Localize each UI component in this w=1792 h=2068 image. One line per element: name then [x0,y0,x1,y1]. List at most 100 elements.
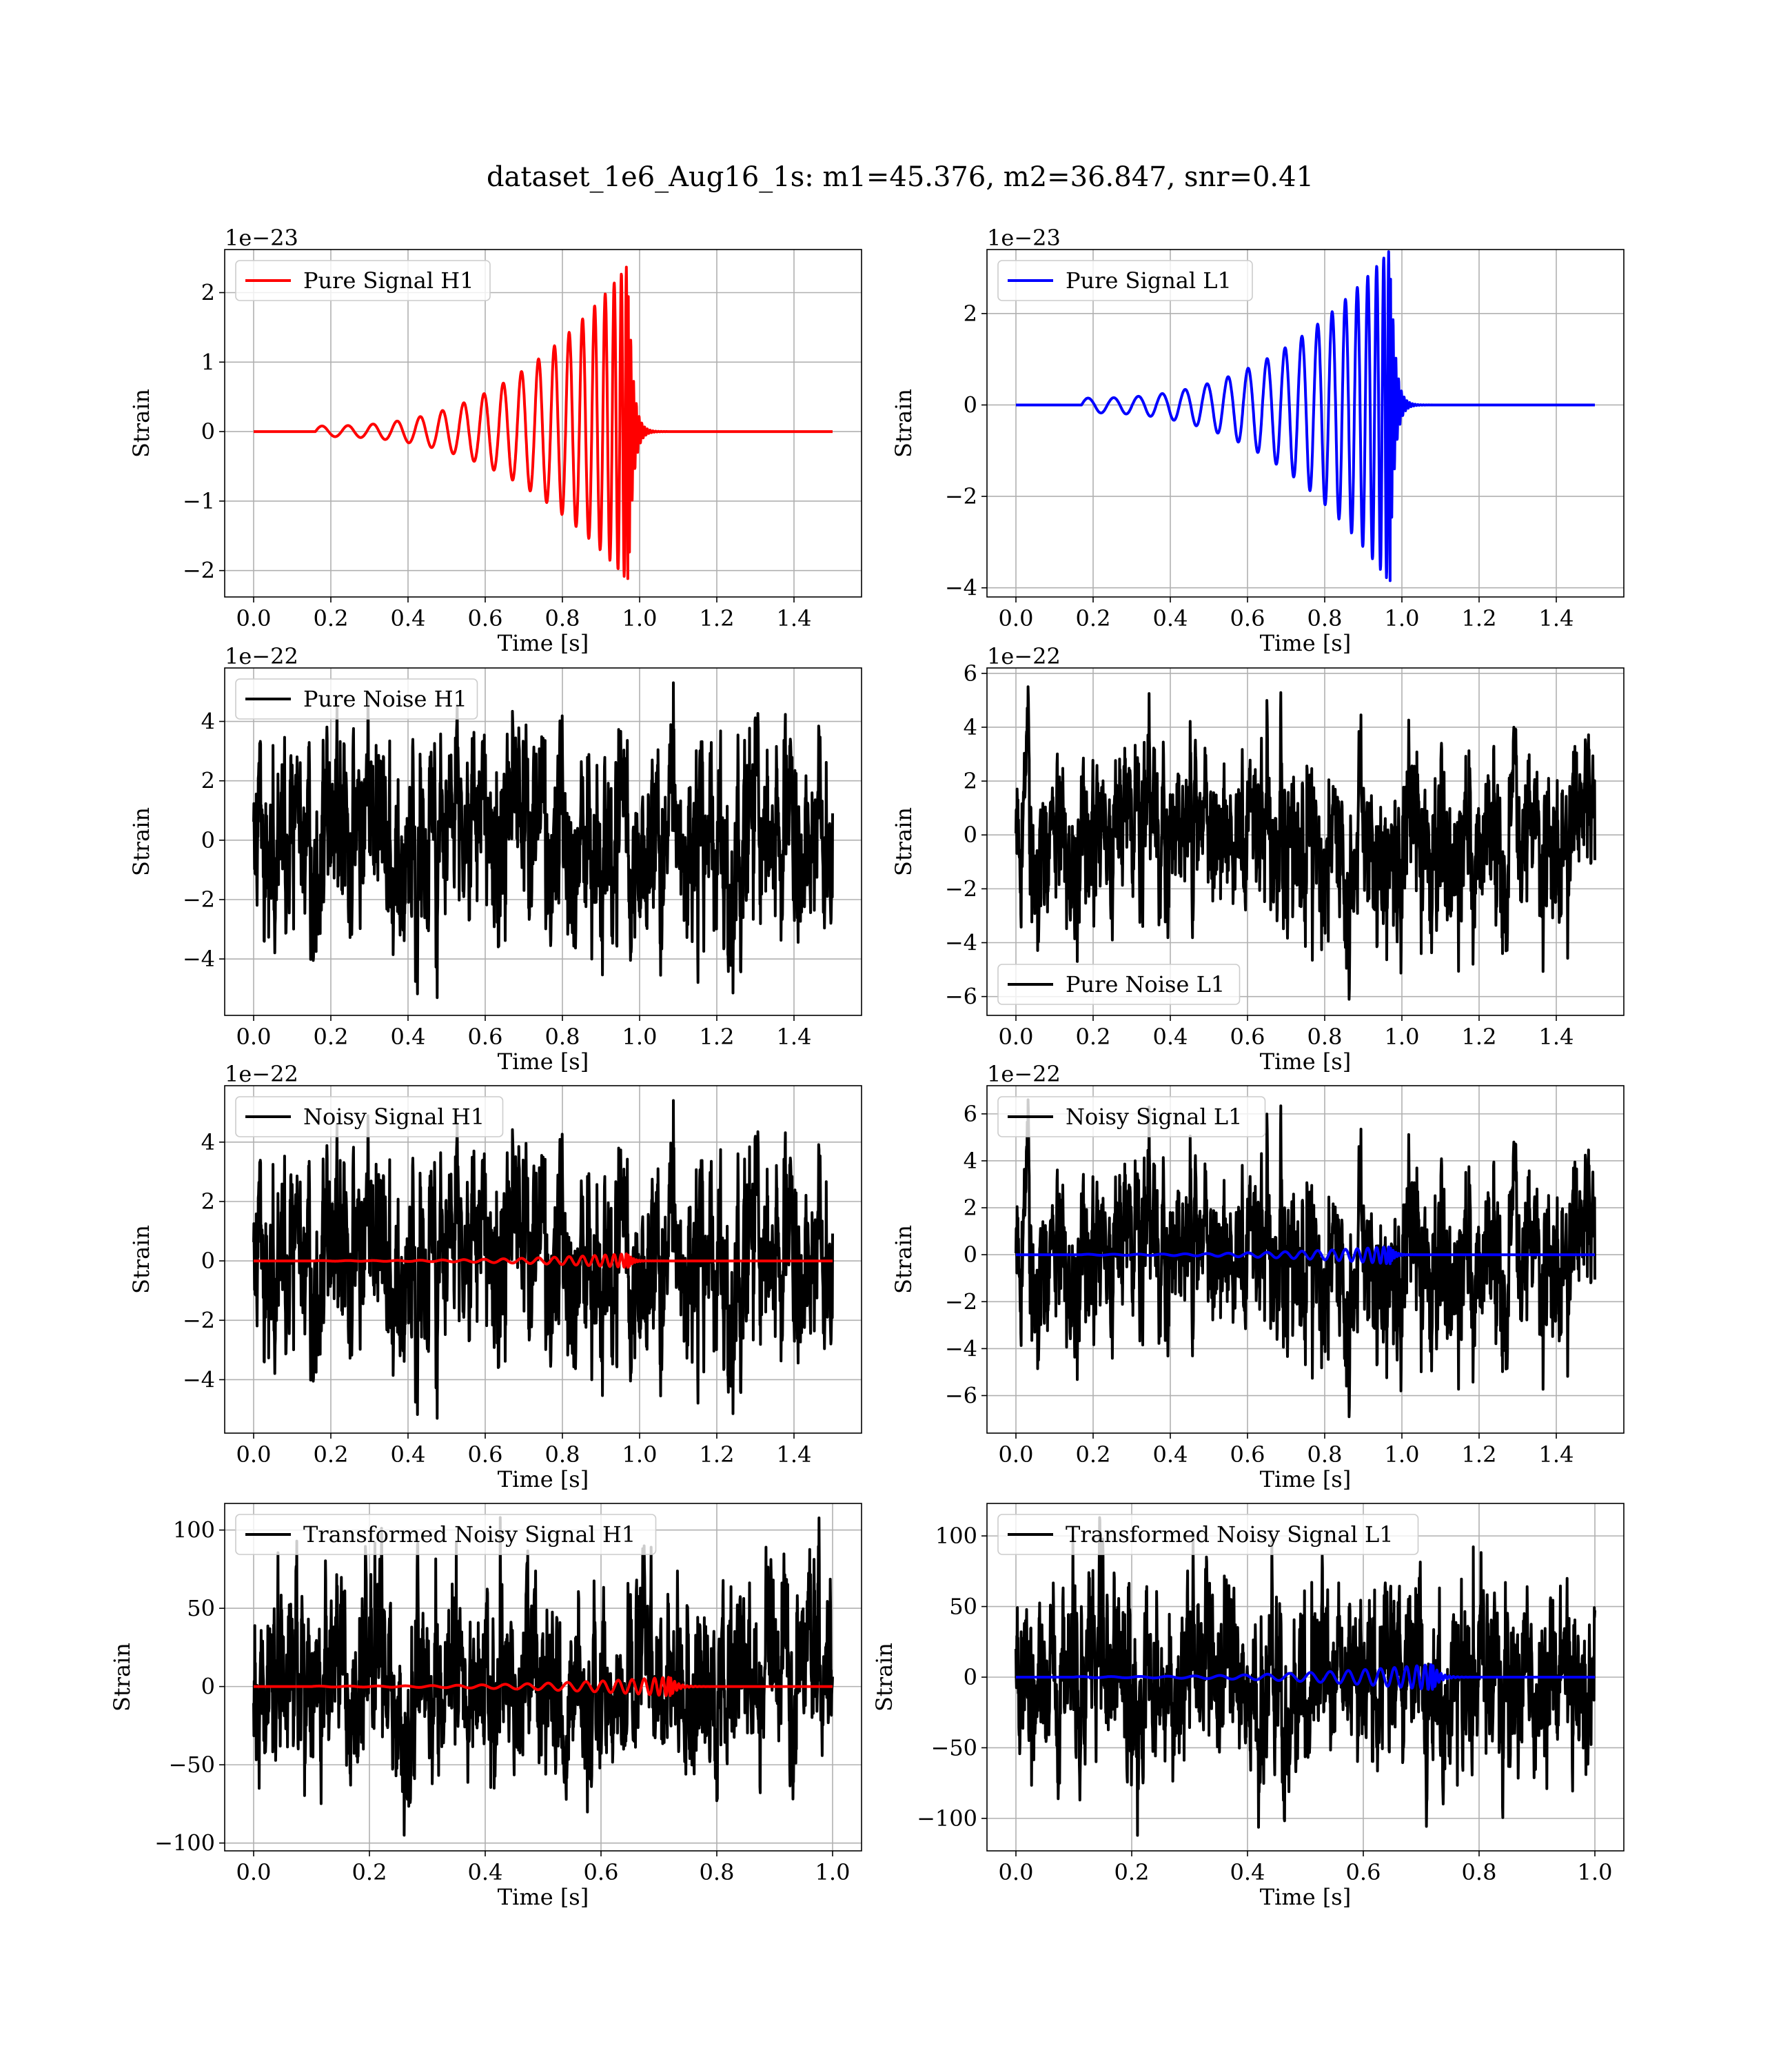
subplot-7: 0.0 0.2 0.4 0.6 0.8 1.0 −100 −50 0 50 100 Time [s] S… [109,1503,862,1910]
x-tick-label: 0.2 [314,1024,349,1050]
legend-box [235,678,478,720]
legend-box [997,260,1253,301]
signal-line [252,1253,834,1269]
subplot-4: 0.0 0.2 0.4 0.6 0.8 1.0 1.2 1.4 −6 −4 −2 0 2 4 6 Time [… [890,643,1625,1075]
x-tick-label: 1.0 [622,1024,658,1050]
x-tick-label: 0.8 [545,1441,580,1468]
x-tick-label: 1.0 [1385,1024,1420,1050]
y-tick-label: −2 [945,875,977,902]
y-tick-label: 0 [201,418,215,445]
x-tick-label: 0.2 [352,1859,387,1885]
legend-label: Transformed Noisy Signal L1 [1066,1521,1394,1548]
x-axis-label: Time [s] [498,630,589,656]
x-tick-label: 1.0 [622,1441,658,1468]
x-tick-label: 0.6 [1230,1441,1265,1468]
x-tick-label: 0.0 [236,1024,272,1050]
y-axis-label: Strain [128,1225,154,1294]
series-group [1015,685,1596,1001]
x-tick-label: 1.4 [777,1024,812,1050]
y-tick-label: −2 [183,1307,215,1333]
y-axis-label: Strain [128,389,154,458]
y-offset-label: 1e−23 [987,225,1061,251]
axes-frame [224,249,862,598]
x-tick-label: 0.6 [468,1024,503,1050]
legend-box [235,1096,504,1137]
x-tick-label: 0.0 [999,1024,1034,1050]
legend: Pure Noise L1 [997,964,1241,1005]
axes-frame [224,1085,862,1434]
x-tick-label: 1.0 [815,1859,851,1885]
x-tick-label: 0.6 [584,1859,619,1885]
noise-line [252,1516,834,1837]
axes-frame [986,249,1625,598]
y-tick-label: 6 [964,1101,977,1127]
legend: Noisy Signal L1 [997,1096,1266,1137]
x-tick-label: 0.0 [236,605,272,631]
subplot-8: 0.0 0.2 0.4 0.6 0.8 1.0 −100 −50 0 50 100 Time [s] S… [871,1503,1625,1910]
y-tick-label: 2 [201,768,215,794]
x-tick-label: 1.2 [700,1024,735,1050]
legend: Pure Signal L1 [997,260,1253,301]
axes-frame [986,667,1625,1016]
x-tick-label: 0.2 [1076,1024,1111,1050]
x-tick-label: 1.4 [1539,1441,1574,1468]
y-tick-label: −6 [945,1383,977,1409]
x-tick-label: 1.2 [700,1441,735,1468]
legend-label: Noisy Signal L1 [1066,1104,1243,1130]
x-tick-label: 1.0 [1385,605,1420,631]
x-axis-label: Time [s] [1260,1466,1351,1492]
y-tick-label: 100 [173,1517,215,1543]
x-tick-label: 0.4 [391,1441,426,1468]
x-tick-label: 0.8 [545,605,580,631]
y-tick-label: 4 [201,709,215,735]
y-tick-label: 0 [964,1664,977,1690]
x-tick-label: 1.4 [777,1441,812,1468]
x-tick-label: 0.6 [1230,1024,1265,1050]
legend: Pure Signal H1 [235,260,491,301]
x-tick-label: 1.2 [1462,1024,1497,1050]
figure-title: dataset_1e6_Aug16_1s: m1=45.376, m2=36.8… [487,161,1314,193]
x-tick-label: 0.6 [468,605,503,631]
x-tick-label: 1.4 [1539,605,1574,631]
y-tick-label: 50 [949,1594,977,1620]
y-tick-label: 50 [187,1595,215,1621]
axes-frame [986,1503,1625,1852]
x-axis-label: Time [s] [1260,1048,1351,1075]
y-tick-label: 4 [201,1129,215,1155]
y-tick-label: 6 [964,660,977,687]
x-axis-label: Time [s] [498,1466,589,1492]
y-axis-label: Strain [871,1643,897,1712]
x-tick-label: 0.8 [1462,1859,1497,1885]
x-tick-label: 0.0 [236,1859,272,1885]
y-tick-label: 2 [964,301,977,327]
y-tick-label: 0 [201,1248,215,1274]
legend-box [997,964,1241,1005]
series-group [252,1516,834,1837]
legend-label: Pure Noise H1 [303,686,467,712]
x-tick-label: 0.8 [1307,1441,1343,1468]
noise-line [252,681,834,1000]
noise-line [1015,1098,1596,1419]
noise-line [1015,1516,1596,1837]
x-tick-label: 0.6 [468,1441,503,1468]
y-tick-label: −100 [154,1830,215,1856]
subplot-2: 0.0 0.2 0.4 0.6 0.8 1.0 1.2 1.4 −4 −2 0 2 Time [s] St… [890,225,1625,656]
x-axis-label: Time [s] [1260,630,1351,656]
x-tick-label: 0.8 [1307,605,1343,631]
x-tick-label: 0.0 [999,605,1034,631]
x-tick-label: 1.2 [1462,1441,1497,1468]
noise-line [1015,685,1596,1001]
legend-label: Noisy Signal H1 [303,1104,485,1130]
y-tick-label: −4 [945,930,977,956]
legend-label: Pure Signal L1 [1066,267,1232,294]
y-tick-label: −100 [917,1805,977,1832]
x-tick-label: 0.2 [1076,1441,1111,1468]
y-offset-label: 1e−22 [987,643,1061,669]
x-tick-label: 1.2 [1462,605,1497,631]
series-group [252,265,834,580]
y-tick-label: −4 [945,575,977,601]
y-tick-label: −50 [168,1752,215,1778]
subplot-5: 0.0 0.2 0.4 0.6 0.8 1.0 1.2 1.4 −4 −2 0 2 4 Time [s] S… [128,1061,862,1492]
x-axis-label: Time [s] [498,1884,589,1910]
